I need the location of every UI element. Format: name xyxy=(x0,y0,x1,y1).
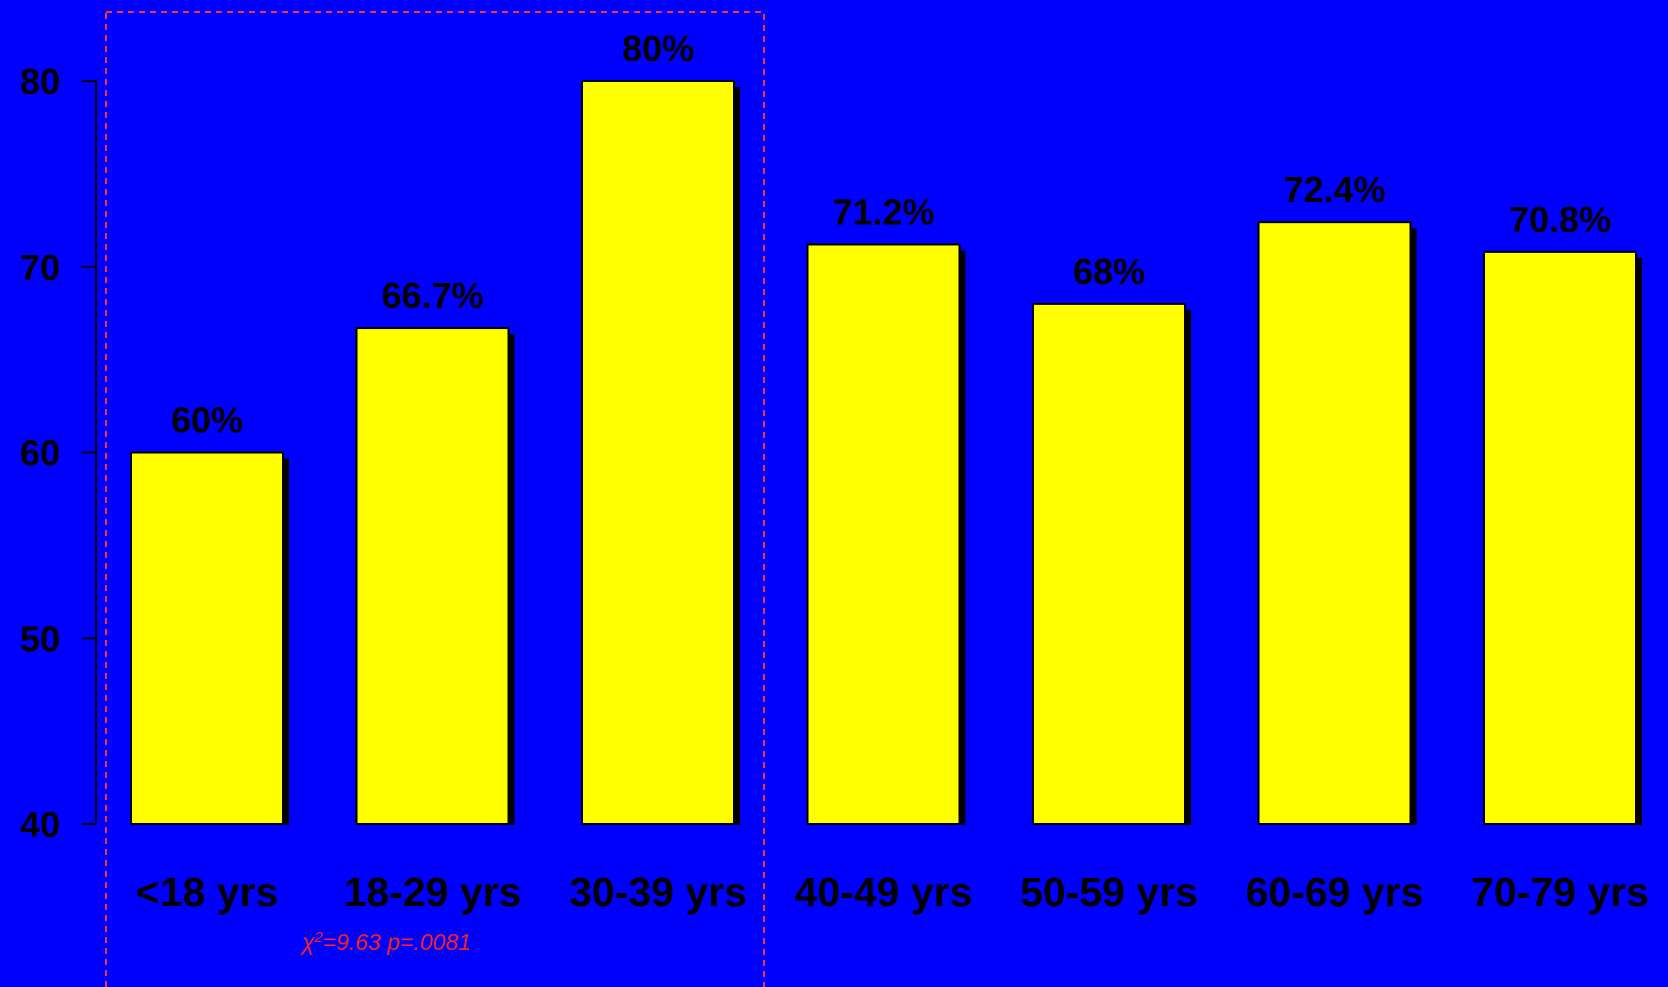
chi-square-annotation: χ2=9.63 p=.0081 xyxy=(300,929,471,956)
chi-superscript: 2 xyxy=(314,929,324,946)
data-label: 80% xyxy=(622,28,694,69)
data-label: 60% xyxy=(171,400,243,441)
chi-stat-text: =9.63 p=.0081 xyxy=(323,929,471,955)
y-tick-label: 60 xyxy=(20,433,60,474)
bar xyxy=(1483,250,1637,825)
category-label: 18-29 yrs xyxy=(344,869,522,915)
category-label: 50-59 yrs xyxy=(1020,869,1198,915)
y-tick-label: 40 xyxy=(20,804,60,845)
data-label: 71.2% xyxy=(832,191,934,232)
data-label: 70.8% xyxy=(1509,199,1611,240)
data-label: 66.7% xyxy=(381,275,483,316)
bar xyxy=(130,451,284,825)
data-label: 72.4% xyxy=(1283,169,1385,210)
bar xyxy=(581,80,735,825)
bar xyxy=(1032,302,1186,825)
labels: 60% <18 yrs 66.7% 18-29 yrs 80% 30-39 yrs 71.2… xyxy=(136,28,1649,915)
category-label: 60-69 yrs xyxy=(1246,869,1424,915)
y-tick-label: 50 xyxy=(20,618,60,659)
bar xyxy=(806,243,961,825)
y-tick-label: 80 xyxy=(20,61,60,102)
bar xyxy=(355,327,510,825)
y-tick-label: 70 xyxy=(20,247,60,288)
bar xyxy=(1257,221,1412,826)
chi-symbol: χ xyxy=(300,929,315,955)
category-label: <18 yrs xyxy=(136,869,279,915)
category-label: 40-49 yrs xyxy=(795,869,973,915)
y-axis: 40 50 60 70 80 xyxy=(20,61,97,845)
category-label: 70-79 yrs xyxy=(1471,869,1649,915)
category-label: 30-39 yrs xyxy=(569,869,747,915)
data-label: 68% xyxy=(1073,251,1145,292)
bars xyxy=(130,80,1642,826)
